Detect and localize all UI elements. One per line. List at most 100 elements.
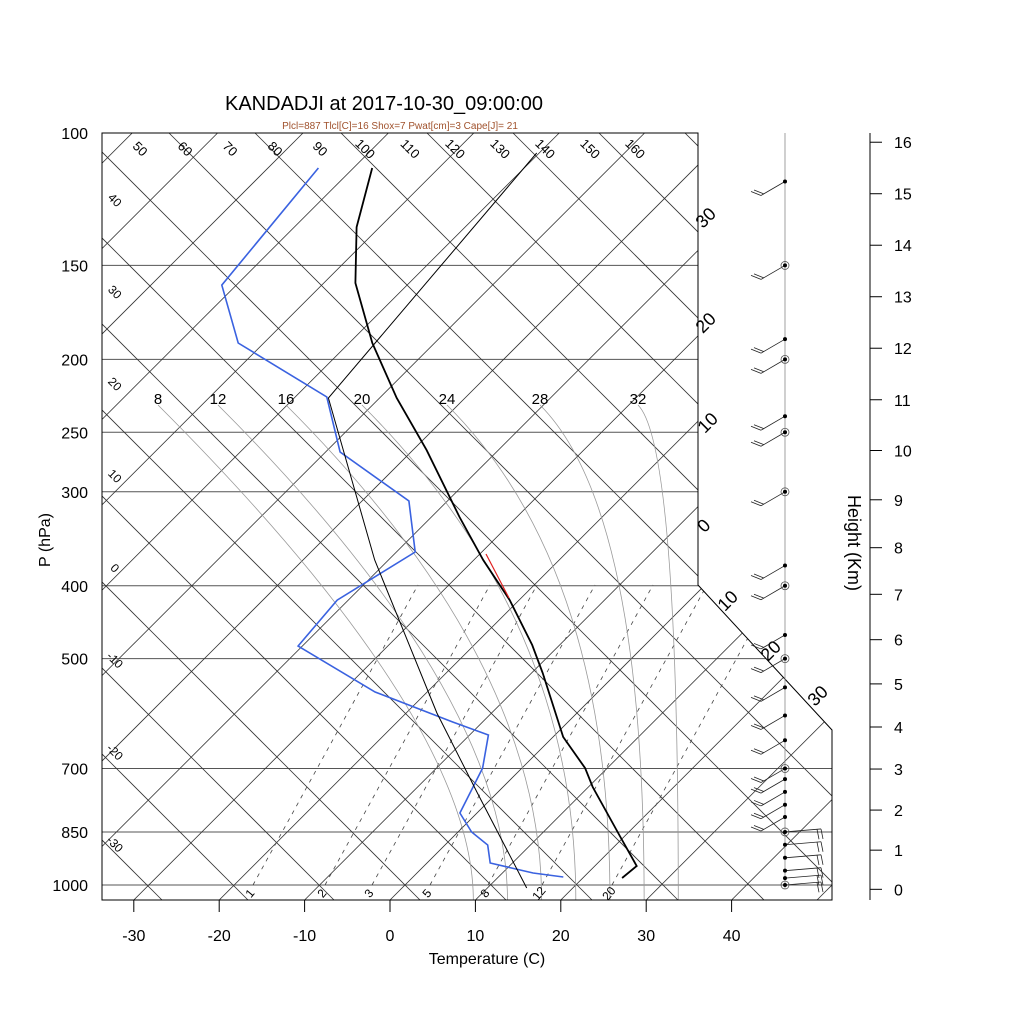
- left-edge-label: -10: [104, 649, 126, 671]
- dry-adiabat-line: [102, 133, 163, 900]
- wind-barb-feather: [750, 595, 762, 601]
- wind-level-dot: [783, 337, 787, 342]
- wind-barb-feather: [753, 787, 765, 792]
- wind-level-dot: [783, 777, 787, 782]
- wind-barb-shaft: [760, 338, 786, 354]
- wind-level-dot: [783, 855, 787, 860]
- dry-adiabat-label: 150: [577, 136, 603, 162]
- height-tick-label: 15: [894, 187, 912, 204]
- wind-level-dot: [783, 414, 787, 419]
- wind-barb-feather: [750, 191, 762, 196]
- wind-barb-feather: [753, 424, 765, 430]
- wind-barb-shaft: [760, 265, 786, 280]
- moist-adiabat-line: [285, 404, 543, 900]
- left-edge-label: 10: [105, 466, 125, 486]
- wind-barb-shaft: [784, 854, 822, 859]
- pressure-tick-label: 250: [61, 425, 88, 442]
- mixing-ratio-label: 8: [477, 886, 492, 900]
- wind-barb-feather: [753, 643, 765, 648]
- wind-level-dot: [783, 563, 787, 568]
- moist-adiabat-label: 20: [354, 391, 371, 408]
- pressure-tick-label: 1000: [52, 878, 88, 895]
- moist-adiabat-label: 28: [532, 391, 549, 408]
- pressure-tick-label: 700: [61, 762, 88, 779]
- wind-barb-feather: [750, 801, 762, 807]
- height-tick-label: 5: [894, 677, 903, 694]
- wind-barb-feather: [750, 275, 762, 280]
- right-edge-label: 20: [757, 637, 785, 665]
- wind-barb-feather: [753, 189, 765, 195]
- chart-title: KANDADJI at 2017-10-30_09:00:00: [225, 93, 543, 115]
- wind-calm-circle: [780, 581, 790, 591]
- wind-barb-feather: [820, 841, 824, 852]
- dewpoint-line: [220, 167, 564, 878]
- wind-barb-feather: [750, 425, 762, 431]
- wind-level-dot: [783, 179, 787, 184]
- wind-barb-shaft: [760, 658, 786, 673]
- wind-level-dot: [783, 357, 787, 362]
- wind-barb-feather: [750, 697, 762, 702]
- height-tick-label: 8: [894, 541, 903, 558]
- wind-barb-shaft: [760, 791, 786, 807]
- isotherm-line: [102, 133, 816, 900]
- pressure-tick-label: 400: [61, 579, 88, 596]
- moist-adiabat-line: [446, 404, 611, 900]
- wind-barb-shaft: [760, 804, 786, 820]
- moist-adiabat-line: [539, 404, 645, 900]
- wind-barb-feather: [820, 828, 824, 840]
- right-edge-label: 30: [692, 204, 720, 232]
- mixing-ratio-line: [252, 584, 419, 886]
- dry-adiabat-line: [512, 133, 832, 900]
- isotherm-line: [475, 133, 832, 900]
- isotherm-line: [102, 133, 218, 900]
- pressure-tick-label: 150: [61, 258, 88, 275]
- wind-barb-shaft: [760, 431, 786, 447]
- wind-level-dot: [783, 868, 787, 873]
- height-tick-label: 14: [894, 238, 912, 255]
- height-tick-label: 3: [894, 762, 903, 779]
- wind-barb-feather: [750, 788, 762, 794]
- temperature-tick-label: 20: [552, 928, 570, 945]
- wind-barb-feather: [753, 273, 765, 279]
- temperature-tick-label: -10: [293, 928, 316, 945]
- wind-barb-feather: [820, 881, 824, 893]
- left-edge-label: 30: [105, 282, 125, 302]
- mixing-ratio-line: [324, 584, 491, 886]
- wind-barb-shaft: [760, 687, 786, 702]
- lcl-marker: [485, 553, 510, 599]
- isotherm-line: [133, 133, 832, 900]
- isotherm-line: [102, 133, 560, 900]
- wind-barb-shaft: [760, 634, 786, 650]
- dry-adiabat-line: [102, 133, 421, 900]
- wind-barb-shaft: [760, 415, 786, 431]
- height-tick-label: 1: [894, 843, 903, 860]
- dry-adiabat-label: 100: [352, 136, 378, 162]
- wind-barb-feather: [750, 668, 762, 674]
- wind-barb-feather: [820, 867, 824, 878]
- chart-subtitle: Plcl=887 Tlcl[C]=16 Shox=7 Pwat[cm]=3 Ca…: [282, 121, 518, 132]
- dry-adiabat-label: 140: [532, 136, 558, 162]
- isotherm-line: [102, 133, 731, 900]
- height-tick-label: 6: [894, 633, 903, 650]
- dry-adiabat-line: [102, 133, 765, 900]
- wind-barb-feather: [750, 778, 762, 783]
- height-tick-label: 0: [894, 882, 903, 899]
- wind-calm-circle: [780, 487, 790, 497]
- temperature-tick-label: -20: [208, 928, 231, 945]
- wind-barb-feather: [816, 875, 820, 886]
- wind-barb-shaft: [760, 491, 786, 507]
- wind-barb-shaft: [760, 768, 786, 783]
- wind-barb-feather: [753, 440, 765, 446]
- dry-adiabat-line: [102, 133, 335, 900]
- pressure-tick-label: 100: [61, 126, 88, 143]
- wind-level-dot: [783, 802, 787, 807]
- wind-barb-feather: [753, 573, 765, 579]
- isotherm-line: [389, 133, 832, 900]
- wind-barb-shaft: [760, 585, 786, 601]
- wind-barb-feather: [753, 367, 765, 373]
- sounding-curves: [220, 152, 638, 889]
- wind-barb-feather: [816, 829, 820, 840]
- height-tick-label: 12: [894, 341, 912, 358]
- wind-level-dot: [783, 632, 787, 637]
- wind-barb-feather: [816, 841, 820, 853]
